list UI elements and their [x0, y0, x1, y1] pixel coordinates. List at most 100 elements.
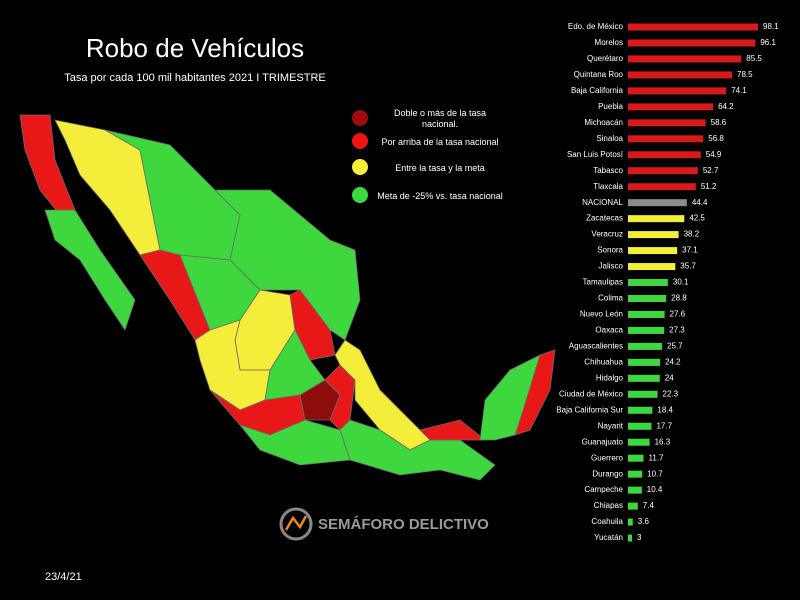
category-label: Puebla	[598, 102, 623, 111]
value-label: 3	[637, 533, 642, 542]
bar	[628, 310, 665, 318]
legend-label: Entre la tasa y la meta	[395, 162, 485, 173]
value-label: 16.3	[655, 437, 671, 446]
category-label: Campeche	[584, 485, 623, 494]
bar	[628, 390, 658, 398]
value-label: 22.3	[663, 389, 679, 398]
value-label: 78.5	[737, 70, 753, 79]
legend-swatch	[352, 187, 368, 203]
category-label: Jalisco	[599, 262, 624, 271]
category-label: Nayarit	[598, 421, 624, 430]
value-label: 10.4	[647, 485, 663, 494]
category-label: NACIONAL	[582, 198, 623, 207]
category-label: Aguascalientes	[569, 342, 623, 351]
category-label: Baja California	[571, 86, 624, 95]
bar	[628, 358, 661, 366]
bar	[628, 183, 696, 191]
bar	[628, 454, 644, 462]
category-label: Sinaloa	[596, 134, 623, 143]
value-label: 25.7	[667, 342, 683, 351]
value-label: 24.2	[665, 357, 681, 366]
bar	[628, 342, 663, 350]
category-label: Hidalgo	[596, 373, 624, 382]
bar	[628, 151, 701, 159]
value-label: 18.4	[657, 405, 673, 414]
bar	[628, 406, 653, 414]
category-label: Nuevo León	[580, 310, 623, 319]
category-label: Michoacán	[584, 118, 623, 127]
value-label: 74.1	[731, 86, 747, 95]
bar	[628, 294, 667, 302]
bar	[628, 231, 679, 239]
value-label: 27.6	[670, 310, 686, 319]
bar	[628, 135, 704, 143]
bar	[628, 279, 668, 287]
category-label: Edo. de México	[568, 22, 624, 31]
bar	[628, 486, 642, 494]
value-label: 44.4	[692, 198, 708, 207]
value-label: 54.9	[706, 150, 722, 159]
category-label: Yucatán	[594, 533, 623, 542]
value-label: 3.6	[638, 517, 650, 526]
map	[19, 114, 556, 481]
category-label: Baja California Sur	[556, 405, 623, 414]
date: 23/4/21	[45, 571, 82, 583]
value-label: 37.1	[682, 246, 698, 255]
bar	[628, 470, 643, 478]
bar	[628, 247, 678, 255]
value-label: 28.8	[671, 294, 687, 303]
category-label: Guanajuato	[582, 437, 624, 446]
legend-swatch	[352, 133, 368, 149]
category-label: Chihuahua	[584, 357, 623, 366]
bar	[628, 23, 758, 31]
bar	[628, 374, 660, 382]
legend-swatch	[352, 110, 368, 126]
category-label: Tamaulipas	[583, 278, 623, 287]
legend-item: Doble o más de la tasa nacional.	[394, 108, 486, 129]
legend: Doble o más de la tasa nacional. Por arri…	[352, 108, 503, 203]
chart-title: Robo de Vehículos	[86, 33, 304, 63]
bar	[628, 438, 650, 446]
legend-swatch	[352, 159, 368, 175]
bar	[628, 199, 687, 207]
chart-subtitle: Tasa por cada 100 mil habitantes 2021 I …	[64, 72, 326, 84]
watermark: SEMÁFORO DELICTIVO	[318, 516, 489, 533]
value-label: 98.1	[763, 22, 779, 31]
category-label: Veracruz	[591, 230, 623, 239]
value-label: 58.6	[711, 118, 727, 127]
value-label: 64.2	[718, 102, 734, 111]
category-label: Zacatecas	[586, 214, 623, 223]
value-label: 10.7	[647, 469, 663, 478]
legend-label: Meta de -25% vs. tasa nacional	[377, 190, 503, 201]
category-label: Tabasco	[593, 166, 623, 175]
value-label: 11.7	[649, 453, 665, 462]
bar	[628, 119, 706, 127]
value-label: 7.4	[643, 501, 655, 510]
legend-item: Meta de -25% vs. tasa nacional	[377, 190, 503, 201]
value-label: 85.5	[746, 54, 762, 63]
bar	[628, 422, 652, 430]
category-label: Morelos	[595, 38, 623, 47]
category-label: San Luis Potosí	[567, 150, 624, 159]
bar	[628, 502, 638, 510]
value-label: 42.5	[689, 214, 705, 223]
bar	[628, 215, 685, 223]
category-label: Coahuila	[591, 517, 623, 526]
legend-label: Por arriba de la tasa nacional	[381, 136, 499, 147]
legend-item: Por arriba de la tasa nacional	[381, 136, 499, 147]
value-label: 96.1	[760, 38, 776, 47]
category-label: Colima	[598, 294, 623, 303]
category-label: Ciudad de México	[559, 389, 624, 398]
watermark-logo	[279, 507, 313, 541]
value-label: 38.2	[684, 230, 700, 239]
bar	[628, 71, 733, 79]
bar	[628, 103, 714, 111]
legend-item: Entre la tasa y la meta	[395, 162, 485, 173]
value-label: 51.2	[701, 182, 717, 191]
bar	[628, 263, 676, 271]
value-label: 27.3	[669, 326, 685, 335]
value-label: 30.1	[673, 278, 689, 287]
bar	[628, 518, 633, 526]
category-label: Tlaxcala	[593, 182, 623, 191]
